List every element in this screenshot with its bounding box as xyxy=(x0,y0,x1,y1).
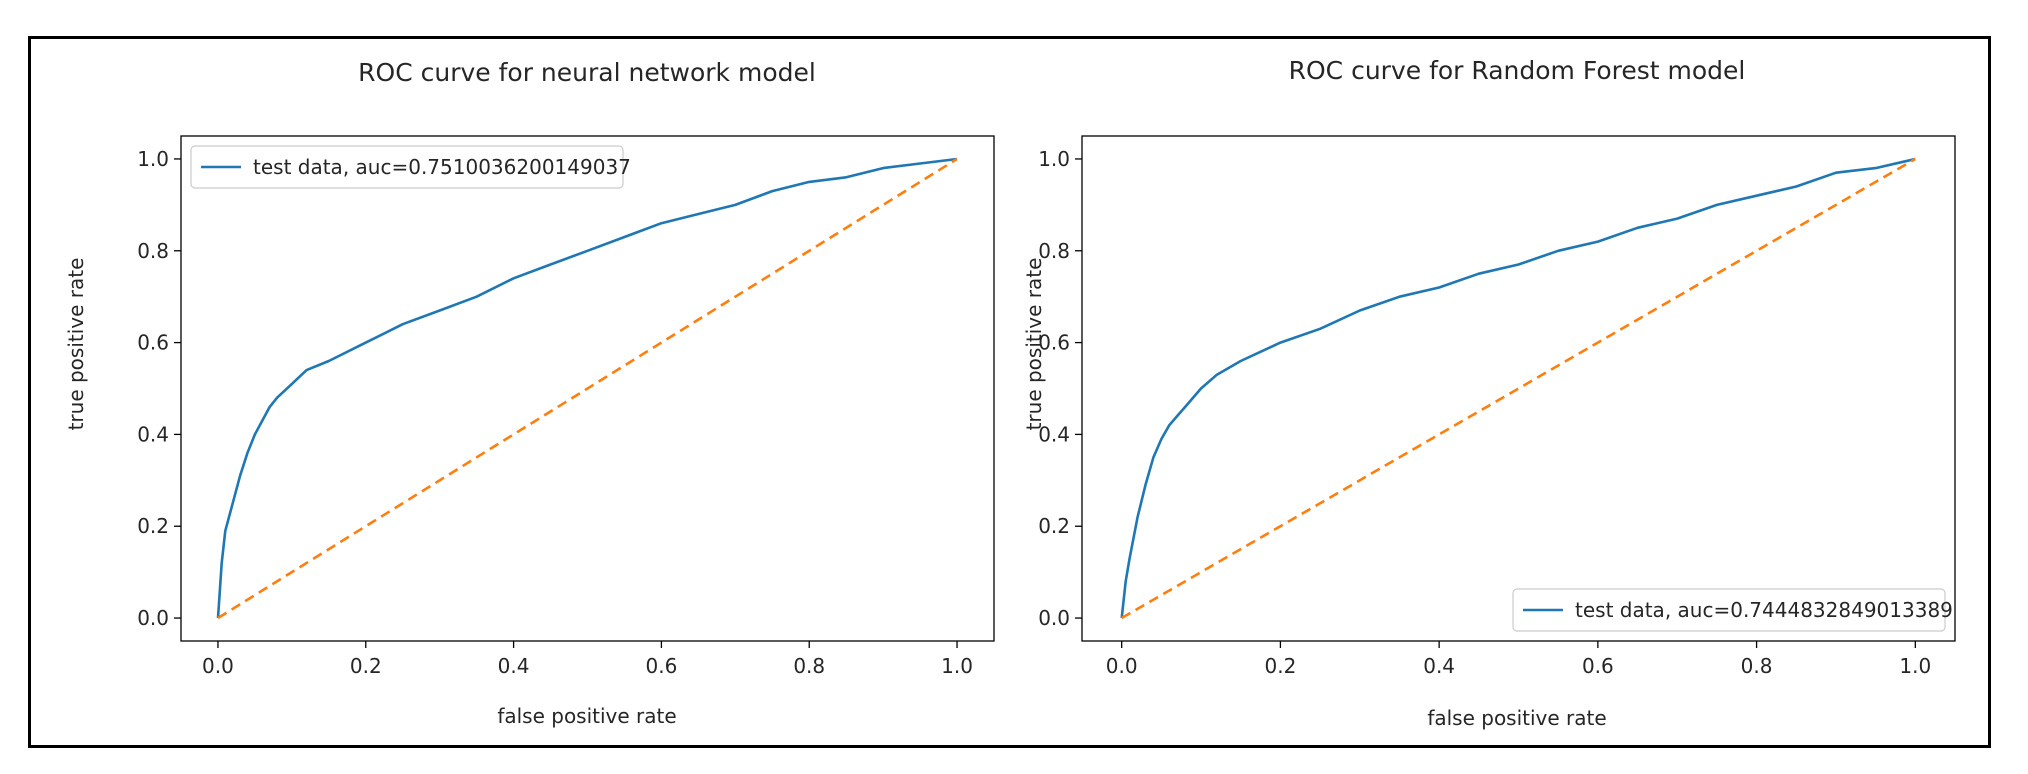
y-tick-label: 0.2 xyxy=(1038,514,1070,538)
plot-area-frame xyxy=(1081,135,1956,642)
y-tick-label: 0.6 xyxy=(137,331,169,355)
x-tick-label: 0.2 xyxy=(1265,654,1297,678)
x-tick-label: 0.2 xyxy=(350,654,382,678)
x-tick-label: 0.0 xyxy=(1106,654,1138,678)
y-tick-label: 0.8 xyxy=(1038,239,1070,263)
tick-group: 0.0 0.2 0.4 0.6 0.8 1.0 0.0 0.2 0.4 0.6 0.8 1.0 xyxy=(1038,147,1931,678)
y-axis-label: true positive rate xyxy=(64,258,88,431)
plot-lines xyxy=(216,157,958,620)
x-tick-label: 1.0 xyxy=(941,654,973,678)
x-tick-label: 0.6 xyxy=(1582,654,1614,678)
x-tick-label: 0.6 xyxy=(646,654,678,678)
roc-curve-line xyxy=(216,157,958,619)
y-tick-label: 0.6 xyxy=(1038,331,1070,355)
x-tick-label: 0.8 xyxy=(1741,654,1773,678)
chart-title: ROC curve for neural network model xyxy=(358,58,816,87)
roc-chart-neural-network: ROC curve for neural network model false… xyxy=(64,58,995,728)
y-tick-label: 0.8 xyxy=(137,239,169,263)
y-tick-label: 0.4 xyxy=(1038,422,1070,446)
y-tick-label: 0.0 xyxy=(1038,606,1070,630)
plot-area-frame xyxy=(180,135,995,642)
y-tick-label: 0.0 xyxy=(137,606,169,630)
y-tick-label: 1.0 xyxy=(137,147,169,171)
diagonal-reference-line xyxy=(217,157,958,620)
y-tick-label: 1.0 xyxy=(1038,147,1070,171)
y-tick-label: 0.4 xyxy=(137,422,169,446)
figure-frame: ROC curve for neural network model false… xyxy=(28,36,1991,748)
tick-group: 0.0 0.2 0.4 0.6 0.8 1.0 0.0 0.2 0.4 0.6 0.8 1.0 xyxy=(137,147,973,678)
legend: test data, auc=0.7444832849013389 xyxy=(1512,588,1953,632)
legend-box xyxy=(190,145,624,189)
roc-curve-line xyxy=(1120,157,1916,619)
legend-box xyxy=(1512,588,1946,632)
plot-lines xyxy=(1120,157,1916,620)
x-tick-label: 0.8 xyxy=(793,654,825,678)
x-tick-label: 0.4 xyxy=(1423,654,1455,678)
roc-chart-random-forest: ROC curve for Random Forest model false … xyxy=(1022,56,1956,730)
x-tick-label: 0.4 xyxy=(498,654,530,678)
legend: test data, auc=0.7510036200149037 xyxy=(190,145,631,189)
x-tick-label: 0.0 xyxy=(202,654,234,678)
legend-label: test data, auc=0.7444832849013389 xyxy=(1575,598,1953,622)
chart-title: ROC curve for Random Forest model xyxy=(1289,56,1746,85)
legend-label: test data, auc=0.7510036200149037 xyxy=(253,155,631,179)
x-axis-label: false positive rate xyxy=(1427,706,1606,730)
x-axis-label: false positive rate xyxy=(497,704,676,728)
diagonal-reference-line xyxy=(1121,157,1916,620)
x-tick-label: 1.0 xyxy=(1899,654,1931,678)
y-axis-label: true positive rate xyxy=(1022,258,1046,431)
y-tick-label: 0.2 xyxy=(137,514,169,538)
